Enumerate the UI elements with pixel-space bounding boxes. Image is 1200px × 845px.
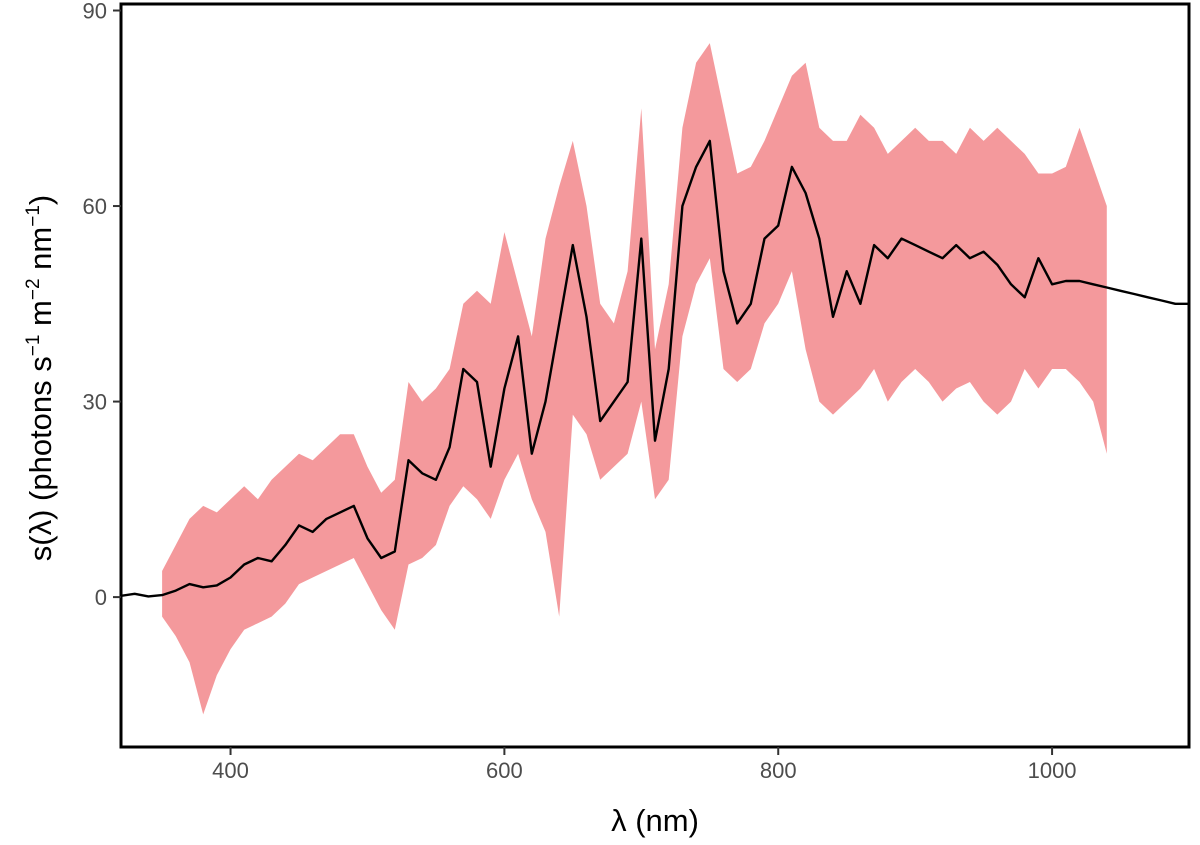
y-axis: 0 30 60 90 (83, 0, 121, 610)
y-tick-label: 0 (95, 585, 107, 610)
y-axis-title: s(λ) (photons s−1 m−2 nm−1) (23, 195, 58, 561)
y-tick-label: 90 (83, 0, 107, 24)
spectrum-line (121, 139, 1189, 598)
plot-frame (119, 2, 1191, 749)
y-tick-label: 60 (83, 194, 107, 219)
uncertainty-band (162, 43, 1107, 715)
x-axis-title: λ (nm) (611, 803, 699, 838)
x-tick-label: 600 (486, 758, 523, 783)
x-axis: 400 600 800 1000 (212, 747, 1077, 783)
plot-area (121, 43, 1189, 715)
x-tick-label: 1000 (1028, 758, 1077, 783)
y-tick-label: 30 (83, 390, 107, 415)
x-tick-label: 400 (212, 758, 249, 783)
x-tick-label: 800 (760, 758, 797, 783)
